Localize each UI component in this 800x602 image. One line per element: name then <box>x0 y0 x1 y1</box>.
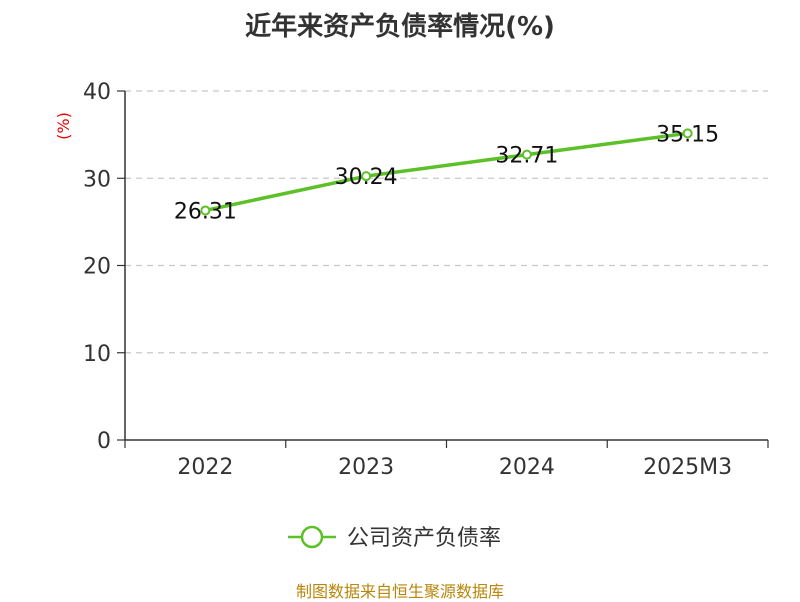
y-tick-label: 30 <box>83 167 111 192</box>
y-tick-label: 0 <box>97 429 111 454</box>
y-tick-label: 40 <box>83 80 111 105</box>
data-label: 32.71 <box>495 144 558 169</box>
legend-marker <box>300 525 324 549</box>
grid-lines <box>125 90 768 354</box>
data-point <box>682 128 693 139</box>
data-label: 26.31 <box>174 199 237 224</box>
y-tick-label: 20 <box>83 255 111 280</box>
x-tick-label: 2023 <box>338 455 394 480</box>
series-layer <box>200 128 693 216</box>
legend: 公司资产负债率 <box>288 525 501 551</box>
data-point <box>521 149 532 160</box>
axes: 0 10 20 30 40 2022 2023 2024 2025M3 (%) <box>54 80 769 480</box>
x-tick-label: 2024 <box>499 455 555 480</box>
source-note: 制图数据来自恒生聚源数据库 <box>295 582 504 601</box>
y-axis-label: (%) <box>54 112 73 140</box>
data-label: 35.15 <box>656 122 719 147</box>
data-labels: 26.31 30.24 32.71 35.15 <box>174 122 719 224</box>
data-point <box>361 171 372 182</box>
y-tick-label: 10 <box>83 342 111 367</box>
data-label: 30.24 <box>335 165 398 190</box>
x-tick-label: 2025M3 <box>643 455 732 480</box>
x-tick-label: 2022 <box>177 455 233 480</box>
legend-label: 公司资产负债率 <box>347 526 501 551</box>
data-point <box>200 205 211 216</box>
series-line <box>203 131 690 213</box>
chart-title: 近年来资产负债率情况(%) <box>245 12 555 42</box>
